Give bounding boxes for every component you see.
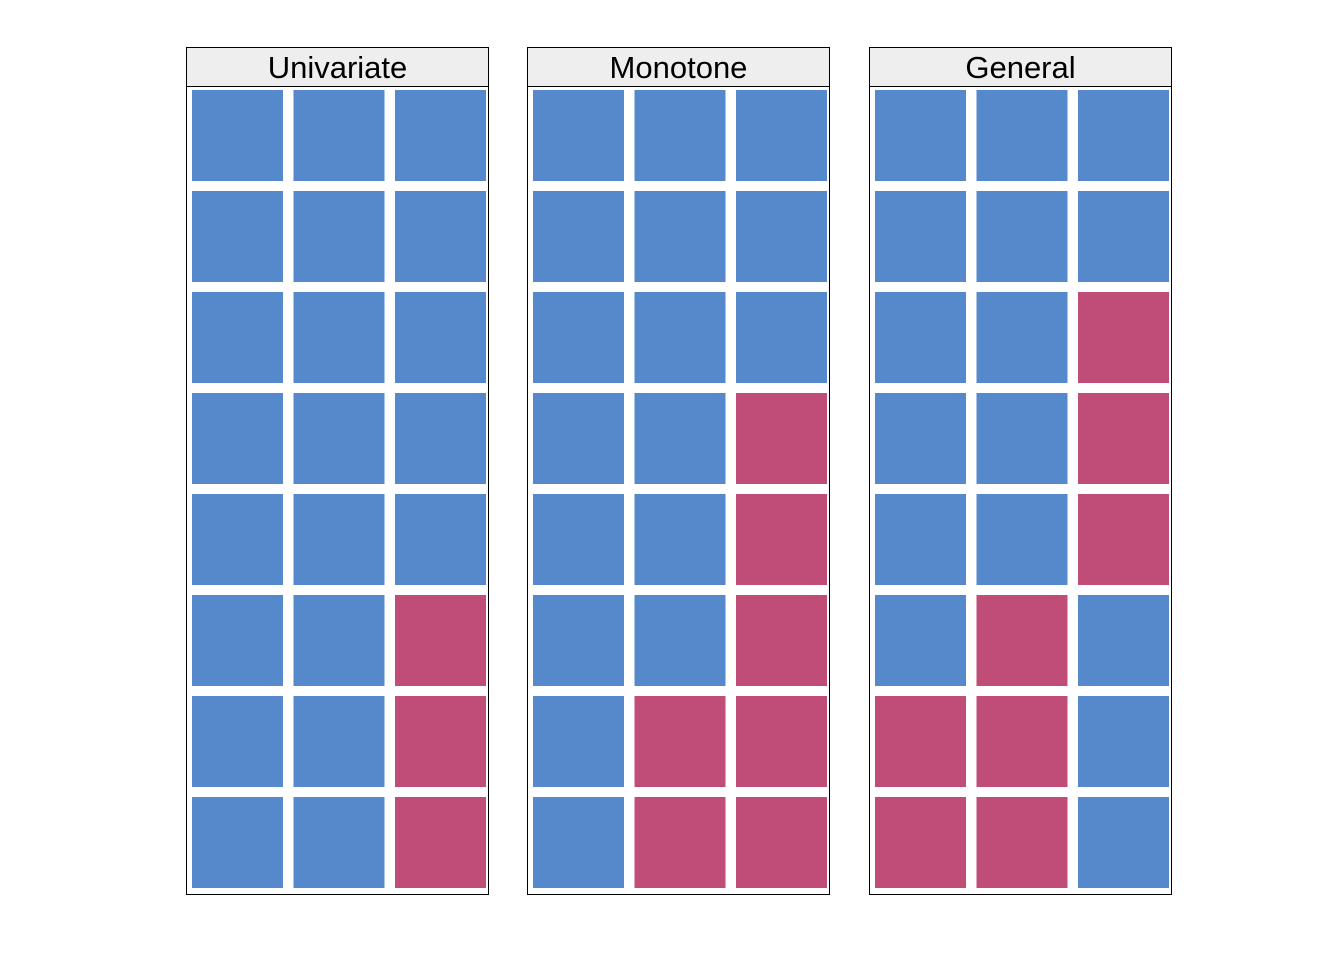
tile-r3-c2-blue [634,292,726,383]
tile-r7-c2-pink [976,696,1068,787]
tile-r7-c2-blue [293,696,385,787]
tile-r7-c1-blue [192,696,283,787]
panel-grid [869,86,1172,895]
tile-r5-c2-blue [293,494,385,585]
tile-r3-c2-blue [293,292,385,383]
tile-r1-c3-blue [736,90,827,181]
tile-r6-c2-blue [634,595,726,686]
panel-univariate: Univariate [186,47,489,895]
tile-grid-univariate [192,90,486,888]
tile-r4-c1-blue [875,393,966,484]
tile-r6-c2-pink [976,595,1068,686]
tile-r7-c3-pink [736,696,827,787]
tile-r4-c3-pink [736,393,827,484]
tile-r2-c1-blue [875,191,966,282]
tile-r3-c1-blue [192,292,283,383]
tile-r5-c3-pink [1078,494,1169,585]
panel-grid [527,86,830,895]
tile-r7-c2-pink [634,696,726,787]
panel-general: General [869,47,1172,895]
tile-r4-c3-blue [395,393,486,484]
tile-r4-c2-blue [293,393,385,484]
tile-r5-c1-blue [875,494,966,585]
tile-r6-c1-blue [875,595,966,686]
tile-r5-c3-blue [395,494,486,585]
tile-r6-c3-pink [395,595,486,686]
tile-r6-c1-blue [533,595,624,686]
tile-r2-c1-blue [533,191,624,282]
panel-title: General [869,47,1172,87]
tile-r3-c1-blue [533,292,624,383]
tile-r4-c2-blue [976,393,1068,484]
panel-monotone: Monotone [527,47,830,895]
tile-r7-c3-blue [1078,696,1169,787]
tile-r8-c2-pink [976,797,1068,888]
tile-r1-c1-blue [875,90,966,181]
tile-r8-c2-blue [293,797,385,888]
tile-r8-c3-blue [1078,797,1169,888]
tile-r8-c1-pink [875,797,966,888]
panel-grid [186,86,489,895]
tile-r3-c1-blue [875,292,966,383]
tile-r2-c3-blue [395,191,486,282]
tile-r3-c3-blue [736,292,827,383]
tile-r3-c2-blue [976,292,1068,383]
tile-r5-c2-blue [634,494,726,585]
tile-r6-c1-blue [192,595,283,686]
tile-r1-c1-blue [192,90,283,181]
tile-r1-c2-blue [293,90,385,181]
tile-r1-c3-blue [1078,90,1169,181]
tile-r5-c2-blue [976,494,1068,585]
tile-r6-c3-pink [736,595,827,686]
tile-r4-c1-blue [533,393,624,484]
tile-r5-c1-blue [192,494,283,585]
tile-r1-c3-blue [395,90,486,181]
tile-r4-c3-pink [1078,393,1169,484]
tile-grid-general [875,90,1169,888]
tile-r8-c3-pink [736,797,827,888]
tile-r1-c2-blue [976,90,1068,181]
tile-r2-c3-blue [736,191,827,282]
tile-r2-c1-blue [192,191,283,282]
tile-r5-c3-pink [736,494,827,585]
tile-r2-c2-blue [293,191,385,282]
tile-r1-c1-blue [533,90,624,181]
tile-r2-c3-blue [1078,191,1169,282]
tile-r8-c3-pink [395,797,486,888]
tile-r6-c2-blue [293,595,385,686]
tile-r4-c1-blue [192,393,283,484]
tile-r8-c2-pink [634,797,726,888]
tile-r7-c3-pink [395,696,486,787]
panel-title: Monotone [527,47,830,87]
tile-r3-c3-blue [395,292,486,383]
panel-title: Univariate [186,47,489,87]
tile-r7-c1-pink [875,696,966,787]
tile-r8-c1-blue [192,797,283,888]
tile-r3-c3-pink [1078,292,1169,383]
tile-r7-c1-blue [533,696,624,787]
tile-r1-c2-blue [634,90,726,181]
tile-grid-monotone [533,90,827,888]
tile-r6-c3-blue [1078,595,1169,686]
tile-r2-c2-blue [634,191,726,282]
tile-r5-c1-blue [533,494,624,585]
tile-r2-c2-blue [976,191,1068,282]
tile-r8-c1-blue [533,797,624,888]
tile-r4-c2-blue [634,393,726,484]
